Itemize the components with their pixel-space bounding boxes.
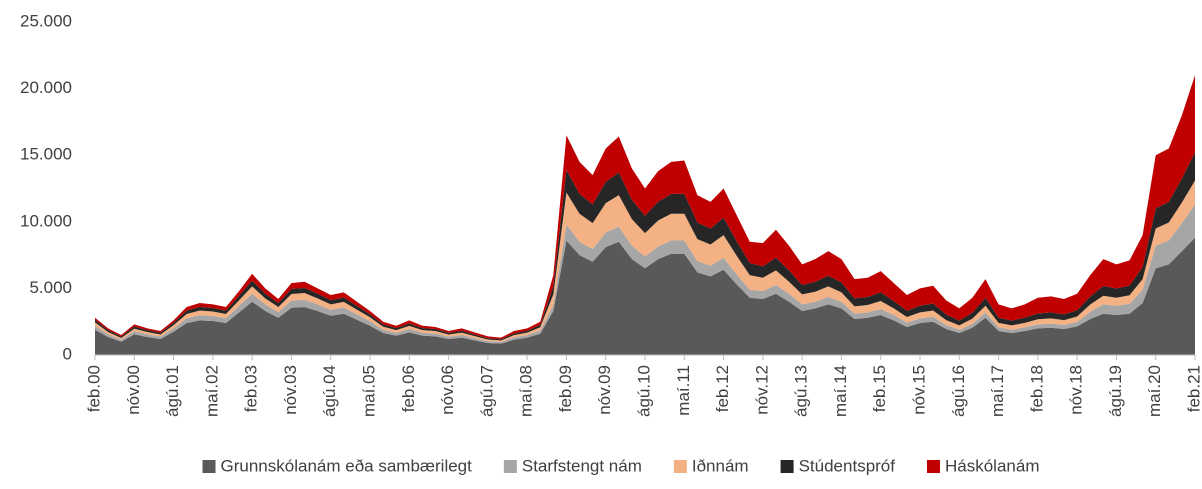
x-tick-label: feb.06 <box>399 365 418 412</box>
y-tick-label: 20.000 <box>20 78 72 97</box>
legend-swatch <box>926 460 940 473</box>
x-tick-label: maí.05 <box>359 365 378 417</box>
x-tick-label: nóv.00 <box>124 365 143 415</box>
x-tick-label: maí.20 <box>1145 365 1164 417</box>
x-tick-label: nóv.09 <box>595 365 614 415</box>
legend-label: Starfstengt nám <box>522 456 642 475</box>
x-tick-label: maí.14 <box>831 365 850 417</box>
legend-swatch <box>673 460 687 473</box>
x-tick-label: nóv.03 <box>281 365 300 415</box>
x-tick-label: ágú.19 <box>1106 365 1125 417</box>
x-tick-label: ágú.01 <box>163 365 182 417</box>
x-tick-label: feb.21 <box>1184 365 1202 412</box>
x-tick-label: ágú.07 <box>477 365 496 417</box>
y-tick-label: 0 <box>63 344 72 363</box>
legend-swatch <box>202 460 216 473</box>
x-tick-label: maí.02 <box>202 365 221 417</box>
x-tick-label: nóv.06 <box>438 365 457 415</box>
area <box>95 75 1195 340</box>
x-tick-label: feb.15 <box>870 365 889 412</box>
x-tick-label: nóv.15 <box>909 365 928 415</box>
x-tick-label: ágú.16 <box>949 365 968 417</box>
x-tick-label: feb.09 <box>556 365 575 412</box>
x-tick-label: feb.12 <box>713 365 732 412</box>
legend-label: Iðnnám <box>692 456 749 475</box>
legend-label: Háskólanám <box>945 456 1040 475</box>
legend-label: Stúdentspróf <box>799 456 896 475</box>
y-tick-label: 15.000 <box>20 145 72 164</box>
x-tick-label: nóv.12 <box>752 365 771 415</box>
legend-swatch <box>503 460 517 473</box>
x-tick-label: nóv.18 <box>1067 365 1086 415</box>
legend: Grunnskólanám eða sambærilegt Starfstengt… <box>202 456 1040 475</box>
x-tick-label: ágú.10 <box>634 365 653 417</box>
x-tick-label: feb.03 <box>242 365 261 412</box>
x-tick-label: ágú.04 <box>320 365 339 417</box>
y-tick-label: 10.000 <box>20 211 72 230</box>
y-tick-label: 5.000 <box>29 278 72 297</box>
x-tick-label: feb.00 <box>84 365 103 412</box>
y-tick-label: 25.000 <box>20 11 72 30</box>
x-tick-label: ágú.13 <box>792 365 811 417</box>
area <box>95 237 1195 355</box>
x-tick-label: maí.17 <box>988 365 1007 417</box>
x-tick-label: maí.11 <box>674 365 693 416</box>
x-tick-label: maí.08 <box>517 365 536 417</box>
legend-swatch <box>780 460 794 473</box>
legend-label: Grunnskólanám eða sambærilegt <box>221 456 473 475</box>
x-tick-label: feb.18 <box>1027 365 1046 412</box>
